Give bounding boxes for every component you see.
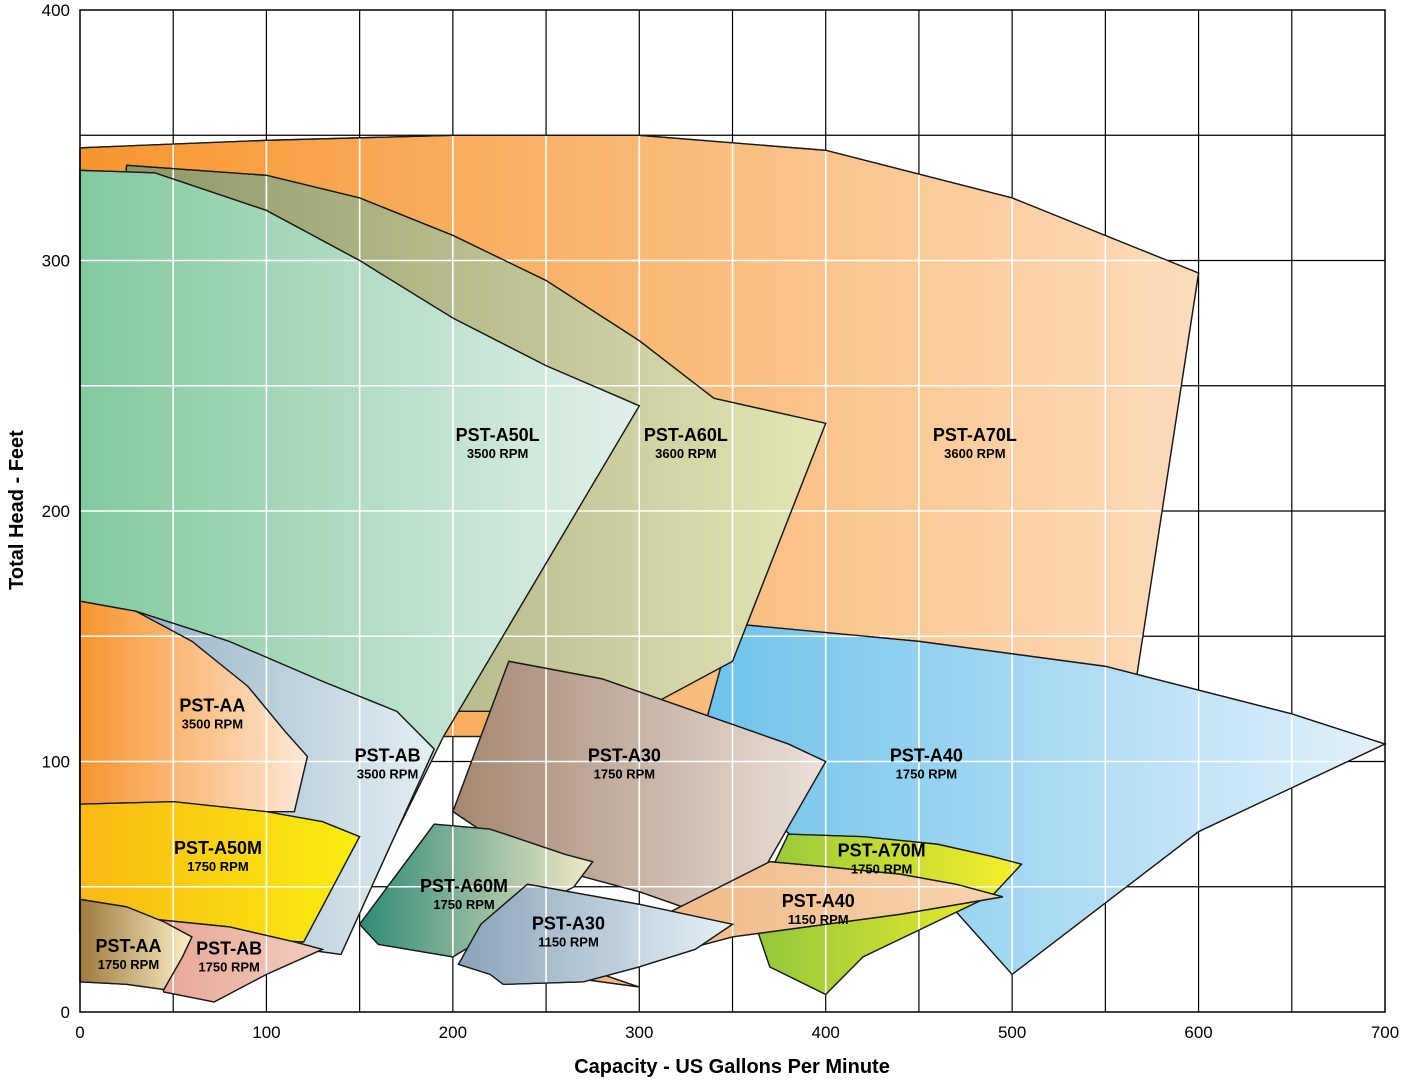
zone-label-rpm: 1150 RPM: [538, 934, 599, 949]
zone-label-name: PST-A60L: [644, 425, 728, 445]
x-tick-label: 100: [252, 1023, 280, 1042]
zone-label-rpm: 3500 RPM: [182, 716, 243, 731]
axis-ticks: 0 100 200 300 400 500 600 700 0 100 200 300 400: [42, 1, 1400, 1042]
zone-label-rpm: 1150 RPM: [788, 912, 849, 927]
zone-label-name: PST-A50M: [174, 838, 262, 858]
zone-label-rpm: 1750 RPM: [98, 957, 159, 972]
x-tick-label: 700: [1371, 1023, 1399, 1042]
zone-label-name: PST-A40: [782, 891, 855, 911]
zone-label-rpm: 1750 RPM: [187, 859, 248, 874]
zone-label-name: PST-AA: [179, 695, 245, 715]
y-tick-label: 100: [42, 753, 70, 772]
x-tick-label: 500: [998, 1023, 1026, 1042]
x-tick-label: 400: [812, 1023, 840, 1042]
zone-label-name: PST-A70L: [933, 425, 1017, 445]
plot-frame: [79, 9, 1386, 1013]
y-tick-label: 200: [42, 502, 70, 521]
zone-label-name: PST-AA: [95, 936, 161, 956]
zone-label-rpm: 3500 RPM: [467, 446, 528, 461]
zone-outline: [457, 883, 735, 986]
zone-outline: [79, 898, 193, 991]
x-tick-label: 200: [439, 1023, 467, 1042]
zone-label-rpm: 1750 RPM: [594, 767, 655, 782]
zones: [79, 134, 1387, 1003]
zone-label-name: PST-A70M: [838, 841, 926, 861]
zone-outline: [543, 861, 1003, 988]
x-axis-title: Capacity - US Gallons Per Minute: [574, 1056, 890, 1078]
zone-label-name: PST-AB: [355, 746, 421, 766]
y-tick-label: 300: [42, 252, 70, 271]
y-tick-label: 0: [61, 1003, 70, 1022]
zone-label-rpm: 1750 RPM: [198, 959, 259, 974]
zone-label-rpm: 1750 RPM: [896, 767, 957, 782]
zone-label-rpm: 1750 RPM: [433, 897, 494, 912]
zone-label-name: PST-AB: [196, 938, 262, 958]
zone-label-rpm: 1750 RPM: [851, 862, 912, 877]
x-tick-label: 0: [75, 1023, 84, 1042]
zone-label-rpm: 3500 RPM: [357, 767, 418, 782]
zone-label-name: PST-A30: [588, 746, 661, 766]
zone-label-name: PST-A40: [890, 746, 963, 766]
y-tick-label: 400: [42, 1, 70, 20]
zone-label-name: PST-A30: [532, 913, 605, 933]
zone-grid-overlay: [546, 861, 1003, 987]
zone-grid-overlay: [80, 801, 360, 942]
x-tick-label: 600: [1184, 1023, 1212, 1042]
zone-label-name: PST-A50L: [456, 425, 540, 445]
y-axis-title: Total Head - Feet: [6, 430, 28, 590]
zone-label-rpm: 3600 RPM: [655, 446, 716, 461]
zone-label-rpm: 3600 RPM: [944, 446, 1005, 461]
x-tick-label: 300: [625, 1023, 653, 1042]
zone-label-name: PST-A60M: [420, 876, 508, 896]
